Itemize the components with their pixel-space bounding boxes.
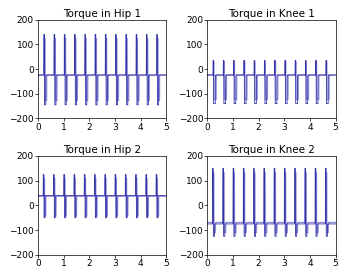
Title: Torque in Knee 2: Torque in Knee 2: [228, 145, 315, 155]
Title: Torque in Hip 1: Torque in Hip 1: [63, 9, 141, 19]
Title: Torque in Knee 1: Torque in Knee 1: [228, 9, 315, 19]
Title: Torque in Hip 2: Torque in Hip 2: [63, 145, 141, 155]
